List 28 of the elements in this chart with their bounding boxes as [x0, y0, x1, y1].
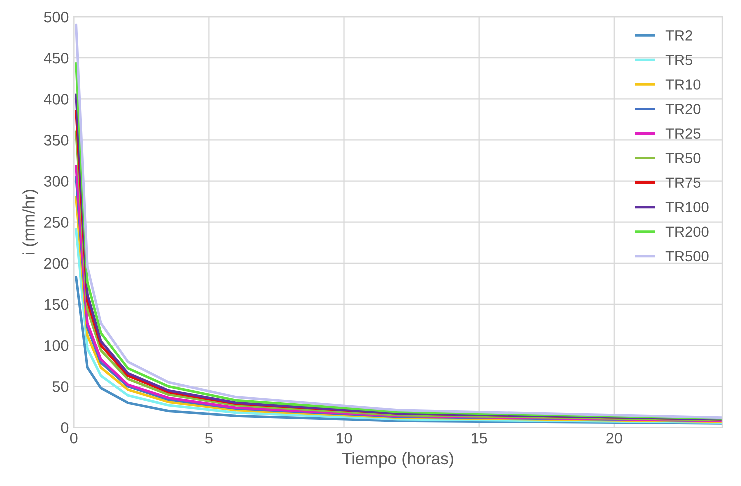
y-tick-label: 350 [44, 135, 69, 146]
legend-label: TR5 [666, 55, 693, 66]
x-tick-label: 0 [70, 432, 78, 444]
legend-label: TR200 [666, 226, 709, 238]
y-tick-label: 300 [44, 176, 69, 187]
y-tick-label: 250 [44, 217, 69, 228]
y-tick-label: 0 [61, 422, 69, 434]
y-tick-label: 450 [44, 52, 69, 64]
legend-label: TR2 [666, 30, 692, 41]
y-tick-label: 500 [44, 12, 69, 23]
x-tick-label: 20 [606, 432, 622, 444]
y-tick-label: 100 [44, 340, 69, 352]
x-tick-label: 15 [472, 433, 488, 444]
x-tick-label: 5 [206, 433, 213, 444]
legend-label: TR20 [666, 104, 701, 114]
legend-label: TR75 [666, 178, 701, 188]
x-axis-title: Tiempo (horas) [342, 452, 454, 468]
x-tick-label: 10 [336, 432, 352, 444]
legend-label: TR10 [666, 80, 701, 90]
y-tick-label: 50 [52, 381, 69, 392]
y-tick-label: 400 [44, 94, 69, 105]
y-tick-label: 200 [44, 258, 69, 270]
legend-label: TR50 [666, 153, 701, 164]
legend-label: TR500 [666, 251, 709, 262]
y-tick-label: 150 [44, 299, 69, 310]
legend-label: TR100 [666, 202, 709, 213]
legend-label: TR25 [666, 128, 701, 139]
y-axis-title: i (mm/hr) [22, 190, 38, 255]
